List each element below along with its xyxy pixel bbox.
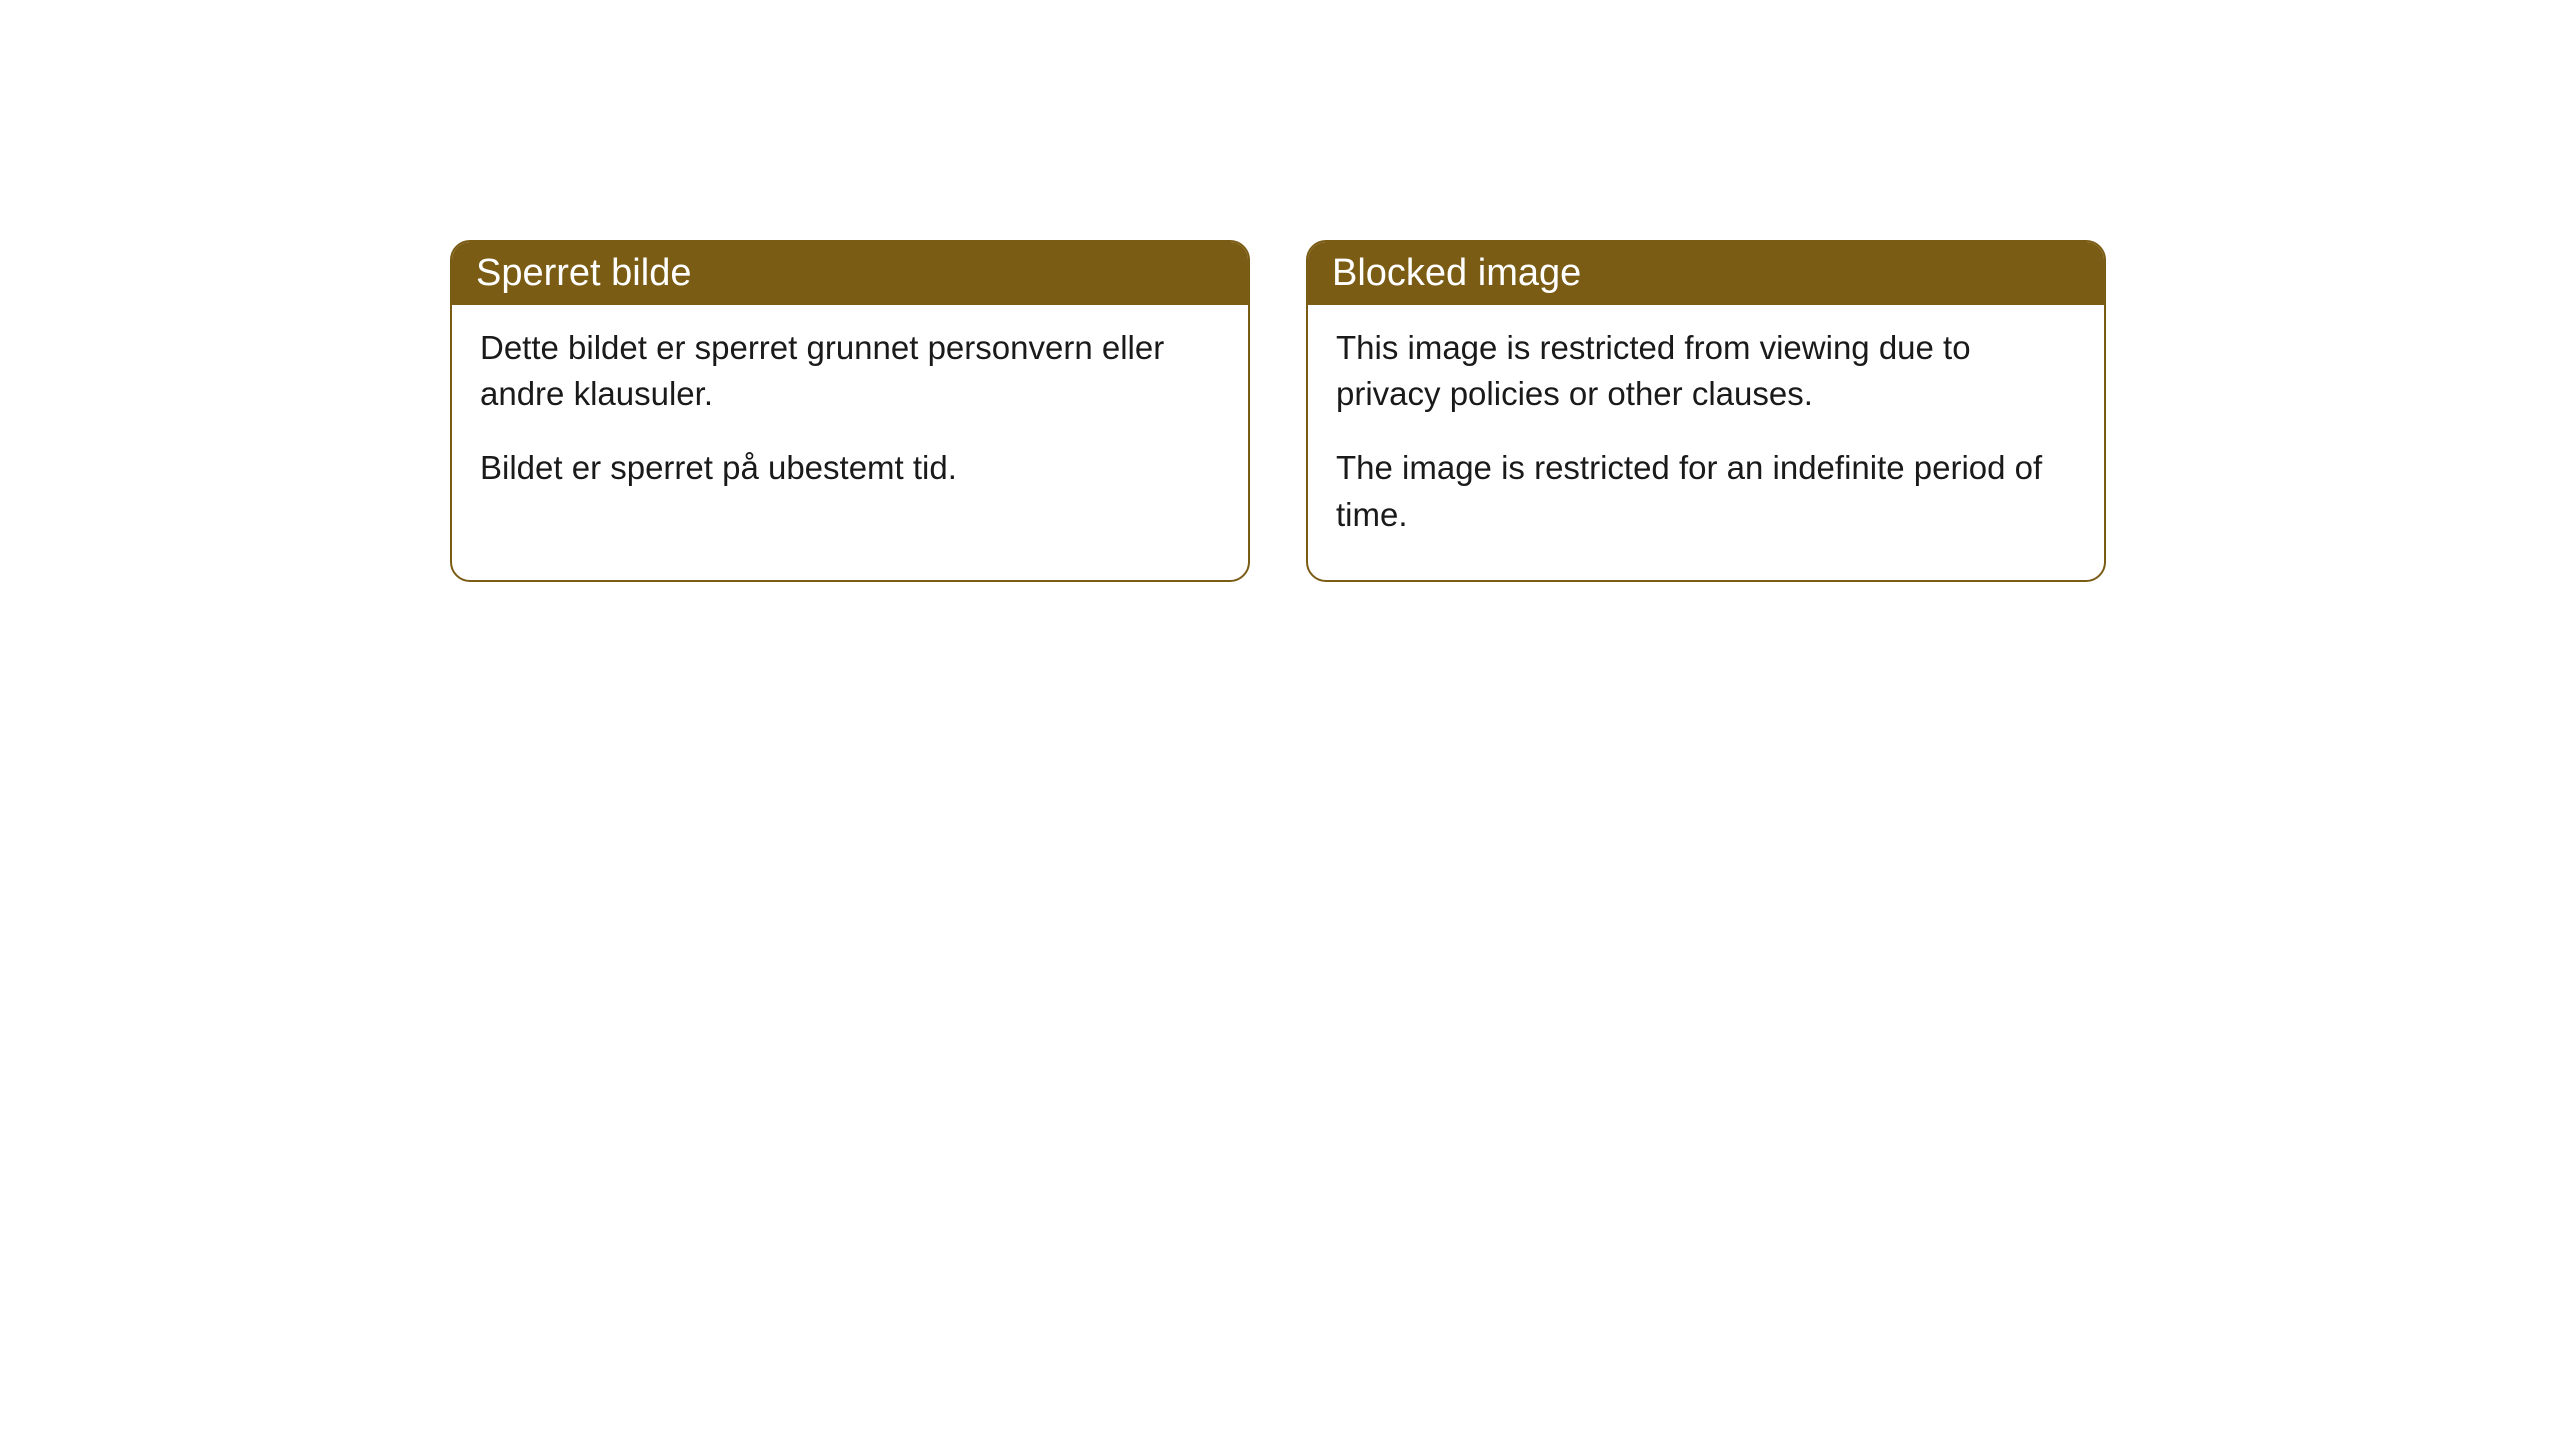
notice-title: Sperret bilde bbox=[476, 252, 691, 294]
notice-body: This image is restricted from viewing du… bbox=[1308, 305, 2104, 580]
notice-title: Blocked image bbox=[1332, 252, 1581, 294]
notice-card-norwegian: Sperret bilde Dette bildet er sperret gr… bbox=[450, 240, 1250, 582]
notice-paragraph: Dette bildet er sperret grunnet personve… bbox=[480, 325, 1220, 417]
notice-container: Sperret bilde Dette bildet er sperret gr… bbox=[0, 0, 2560, 582]
notice-paragraph: Bildet er sperret på ubestemt tid. bbox=[480, 445, 1220, 491]
notice-header: Sperret bilde bbox=[452, 242, 1248, 305]
notice-paragraph: This image is restricted from viewing du… bbox=[1336, 325, 2076, 417]
notice-paragraph: The image is restricted for an indefinit… bbox=[1336, 445, 2076, 537]
notice-body: Dette bildet er sperret grunnet personve… bbox=[452, 305, 1248, 534]
notice-card-english: Blocked image This image is restricted f… bbox=[1306, 240, 2106, 582]
notice-header: Blocked image bbox=[1308, 242, 2104, 305]
